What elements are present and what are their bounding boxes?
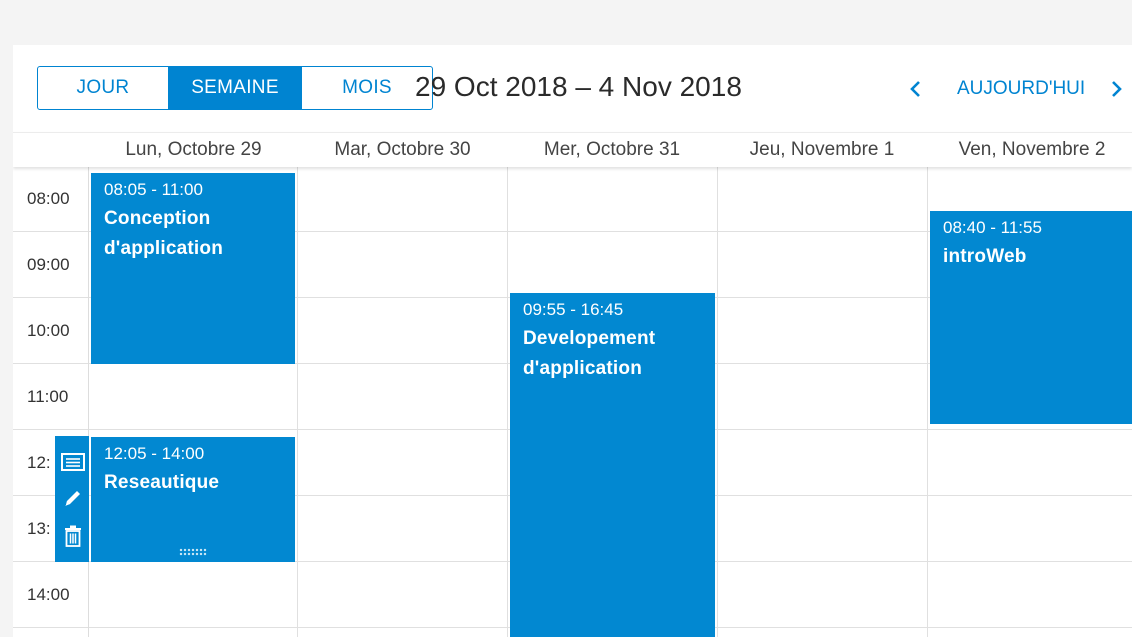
- appointment-subject: Conception d'application: [104, 208, 224, 259]
- view-month-button[interactable]: MOIS: [342, 77, 392, 98]
- time-label: 11:00: [27, 387, 69, 406]
- next-period-button[interactable]: [1106, 75, 1126, 103]
- time-label: 13:: [27, 519, 51, 538]
- delete-button[interactable]: [61, 524, 85, 548]
- time-label: 10:00: [27, 321, 70, 340]
- appointment-subject: Developement d'application: [523, 328, 656, 379]
- previous-period-button[interactable]: [906, 75, 926, 103]
- appointment-time: 12:05 - 14:00: [104, 444, 205, 463]
- appointment[interactable]: 08:05 - 11:00 Conception d'application: [91, 173, 295, 364]
- date-range-title[interactable]: 29 Oct 2018 – 4 Nov 2018: [415, 71, 742, 102]
- time-label: 08:00: [27, 189, 70, 208]
- edit-button[interactable]: [61, 486, 85, 510]
- appointment-time: 09:55 - 16:45: [523, 300, 624, 319]
- details-button[interactable]: [61, 450, 85, 474]
- day-header-tue: Mar, Octobre 30: [334, 139, 471, 160]
- time-label: 14:00: [27, 585, 70, 604]
- day-header-row: Lun, Octobre 29 Mar, Octobre 30 Mer, Oct…: [13, 132, 1132, 167]
- scheduler: JOUR SEMAINE MOIS 29 Oct 2018 – 4 Nov 20…: [13, 45, 1132, 637]
- resize-handle[interactable]: [179, 548, 207, 556]
- time-label: 12:: [27, 453, 51, 472]
- appointment[interactable]: 09:55 - 16:45 Developement d'application: [510, 293, 715, 637]
- day-header-fri: Ven, Novembre 2: [958, 139, 1106, 160]
- appointment-action-bar: [55, 436, 89, 562]
- time-grid: 08:00 09:00 10:00 11:00 12: 13: 14:00 08…: [13, 166, 1132, 637]
- view-day-button[interactable]: JOUR: [38, 67, 169, 109]
- day-header-thu: Jeu, Novembre 1: [749, 139, 895, 160]
- chevron-right-icon: [1112, 81, 1122, 97]
- appointment-subject: introWeb: [943, 246, 1027, 267]
- view-switcher: JOUR SEMAINE MOIS: [37, 66, 433, 110]
- today-button[interactable]: AUJOURD'HUI: [957, 78, 1086, 99]
- chevron-left-icon: [910, 81, 920, 97]
- details-icon: [61, 453, 85, 471]
- day-header-wed: Mer, Octobre 31: [543, 139, 681, 160]
- appointment[interactable]: 12:05 - 14:00 Reseautique: [91, 437, 295, 562]
- appointment[interactable]: 08:40 - 11:55 introWeb: [930, 211, 1132, 424]
- view-week-button[interactable]: SEMAINE: [169, 67, 302, 109]
- edit-icon: [65, 491, 80, 506]
- time-label: 09:00: [27, 255, 70, 274]
- day-header-mon: Lun, Octobre 29: [125, 139, 262, 160]
- appointment-time: 08:05 - 11:00: [104, 180, 203, 199]
- delete-icon: [65, 525, 81, 547]
- appointment-time: 08:40 - 11:55: [943, 218, 1042, 237]
- appointment-subject: Reseautique: [104, 472, 220, 493]
- time-scale: 08:00 09:00 10:00 11:00 12: 13: 14:00: [13, 166, 89, 637]
